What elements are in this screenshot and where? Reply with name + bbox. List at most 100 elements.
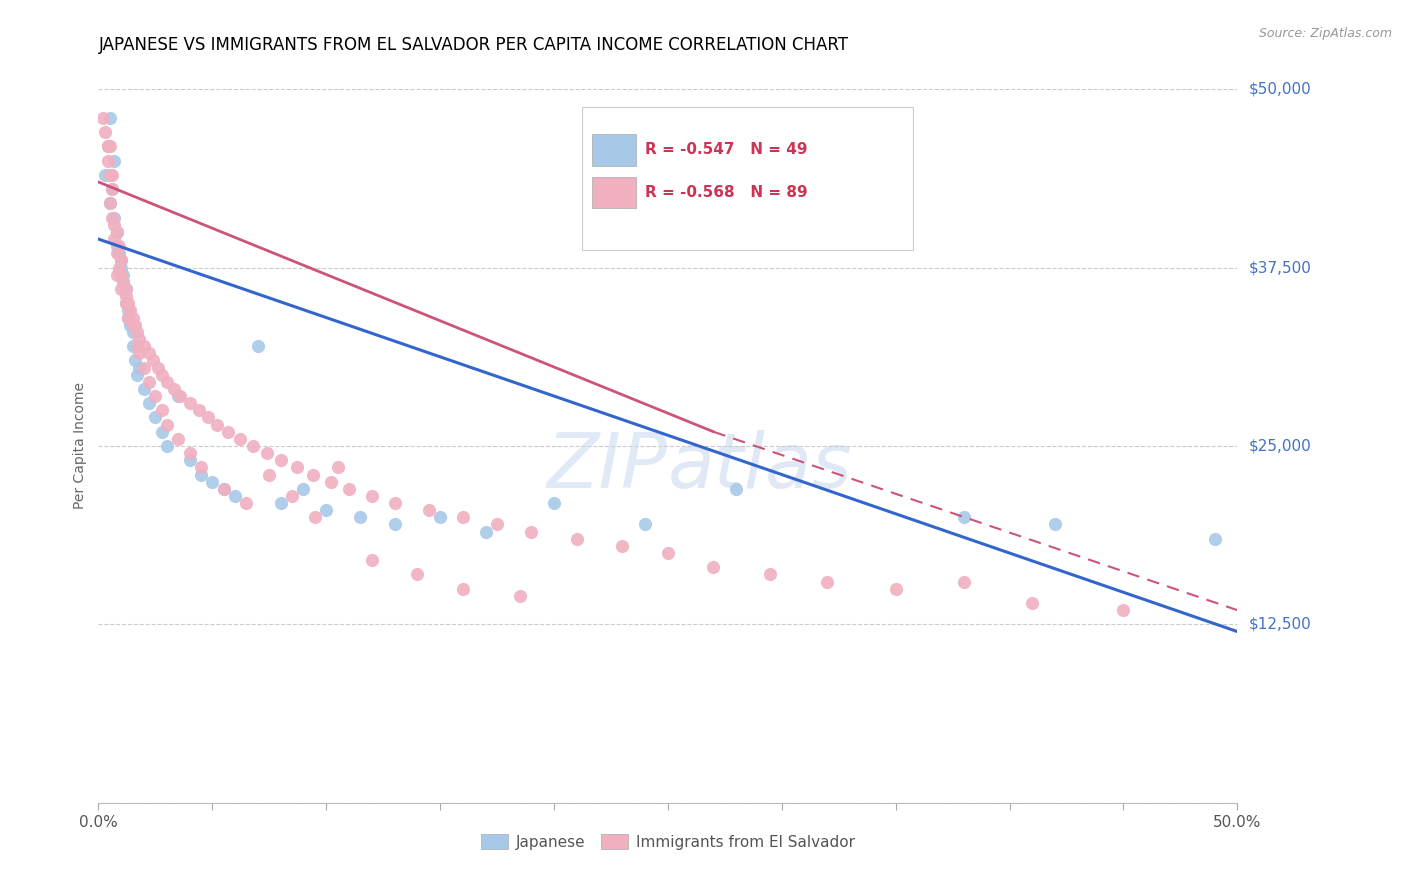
Point — [759, 567, 782, 582]
Point — [145, 410, 167, 425]
Point — [112, 275, 135, 289]
Point — [96, 139, 118, 153]
Point — [138, 396, 160, 410]
Point — [337, 482, 360, 496]
Point — [128, 332, 150, 346]
Point — [167, 389, 190, 403]
Point — [326, 460, 349, 475]
Point — [953, 510, 976, 524]
Point — [285, 460, 308, 475]
Point — [132, 360, 155, 375]
Point — [112, 268, 135, 282]
Point — [101, 182, 124, 196]
Text: JAPANESE VS IMMIGRANTS FROM EL SALVADOR PER CAPITA INCOME CORRELATION CHART: JAPANESE VS IMMIGRANTS FROM EL SALVADOR … — [98, 36, 848, 54]
Point — [281, 489, 304, 503]
Point — [110, 253, 132, 268]
Point — [565, 532, 588, 546]
Point — [242, 439, 264, 453]
Point — [110, 282, 132, 296]
Point — [246, 339, 269, 353]
Legend: Japanese, Immigrants from El Salvador: Japanese, Immigrants from El Salvador — [475, 828, 860, 855]
Point — [384, 496, 406, 510]
Point — [162, 382, 184, 396]
Text: Source: ZipAtlas.com: Source: ZipAtlas.com — [1258, 27, 1392, 40]
Point — [145, 389, 167, 403]
Point — [474, 524, 496, 539]
Point — [657, 546, 679, 560]
Point — [256, 446, 278, 460]
Point — [94, 125, 117, 139]
Point — [138, 346, 160, 360]
Point — [120, 318, 142, 332]
Point — [101, 168, 124, 182]
Y-axis label: Per Capita Income: Per Capita Income — [73, 383, 87, 509]
Point — [360, 489, 382, 503]
Point — [132, 382, 155, 396]
Point — [190, 467, 212, 482]
Point — [121, 318, 143, 332]
Point — [319, 475, 342, 489]
Point — [304, 510, 326, 524]
Point — [110, 260, 132, 275]
Point — [451, 582, 474, 596]
Point — [108, 260, 131, 275]
Point — [114, 282, 136, 296]
Point — [156, 375, 179, 389]
Point — [1043, 517, 1066, 532]
Point — [114, 282, 136, 296]
Point — [150, 425, 173, 439]
Text: atlas: atlas — [668, 431, 852, 504]
Point — [156, 417, 179, 432]
Text: ZIP: ZIP — [547, 431, 668, 504]
FancyBboxPatch shape — [592, 177, 636, 209]
Text: R = -0.547   N = 49: R = -0.547 N = 49 — [645, 143, 807, 157]
Point — [634, 517, 657, 532]
Point — [150, 403, 173, 417]
Point — [1021, 596, 1043, 610]
Point — [360, 553, 382, 567]
Point — [103, 211, 125, 225]
Point — [179, 446, 201, 460]
Point — [103, 153, 125, 168]
Text: $12,500: $12,500 — [1249, 617, 1312, 632]
Point — [702, 560, 724, 574]
Point — [451, 510, 474, 524]
Point — [212, 482, 235, 496]
Point — [156, 439, 179, 453]
Point — [205, 417, 228, 432]
Point — [124, 353, 146, 368]
Point — [121, 325, 143, 339]
Point — [315, 503, 337, 517]
Point — [98, 168, 121, 182]
Point — [169, 389, 191, 403]
Point — [217, 425, 239, 439]
Point — [110, 253, 132, 268]
Point — [146, 360, 169, 375]
Text: $25,000: $25,000 — [1249, 439, 1312, 453]
Point — [349, 510, 371, 524]
Point — [259, 467, 281, 482]
Point — [105, 268, 128, 282]
Point — [91, 111, 114, 125]
Point — [108, 246, 131, 260]
Point — [120, 303, 142, 318]
Point — [101, 182, 124, 196]
Point — [98, 139, 121, 153]
Point — [94, 168, 117, 182]
Point — [127, 368, 149, 382]
Point — [101, 211, 124, 225]
Point — [292, 482, 315, 496]
Point — [112, 275, 135, 289]
Point — [98, 111, 121, 125]
Point — [429, 510, 451, 524]
Point — [212, 482, 235, 496]
Point — [128, 346, 150, 360]
Point — [1204, 532, 1226, 546]
Point — [224, 489, 246, 503]
Point — [167, 432, 190, 446]
Point — [138, 375, 160, 389]
Point — [150, 368, 173, 382]
Point — [114, 296, 136, 310]
Point — [96, 139, 118, 153]
Point — [121, 339, 143, 353]
